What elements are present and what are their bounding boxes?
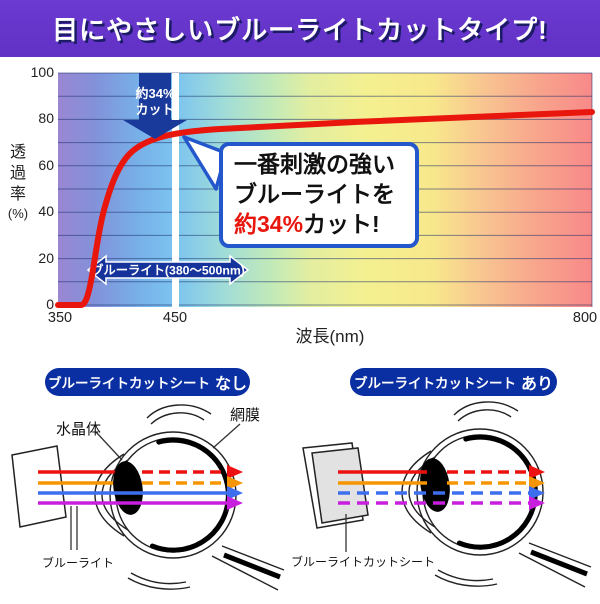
lens-shape [420,458,450,512]
bluelight-label: ブルーライト [42,555,114,570]
transmittance-chart: ブルーライト(380〜500nm) 約34% カット 一番刺激の強い ブルーライ… [0,57,600,349]
x-tick-450: 450 [162,310,188,326]
ray-arrowheads [227,465,243,510]
screen-shape [11,445,67,528]
retina-label: 網膜 [230,407,260,424]
light-rays [338,470,529,505]
y-axis-title: 透過率 (%) [5,143,31,221]
y-tick-20: 20 [38,250,54,266]
right-header-prefix: ブルーライトカットシート [353,376,516,391]
leader-lines [70,423,241,550]
retina-arc [149,437,231,553]
450nm-highlight-band [172,73,179,307]
y-axis-title-text: 透過率 [9,144,26,203]
callout-line1: 一番刺激の強い [234,151,395,177]
right-diagram-header: ブルーライトカットシート あり [350,368,557,396]
cut-arrow-line2: カット [135,102,174,117]
y-tick-80: 80 [38,110,54,126]
x-tick-800: 800 [572,310,598,326]
x-tick-350: 350 [47,310,73,326]
callout-bubble: 一番刺激の強い ブルーライトを 約34%カット! [219,142,419,248]
callout-highlight: 約34% [234,211,304,237]
cut-arrow-line1: 約34% [135,86,174,101]
light-rays [38,470,122,485]
y-tick-100: 100 [30,64,54,80]
eye-illustration [401,401,592,588]
lens-shape [113,461,143,515]
y-tick-0: 0 [46,296,54,312]
light-rays-after-lens [38,470,228,505]
y-tick-40: 40 [38,203,54,219]
cut-down-arrow: 約34% カット [123,73,187,139]
lens-label: 水晶体 [56,421,101,438]
callout-line2: ブルーライトを [234,181,395,207]
optic-nerve [530,549,588,577]
y-tick-60: 60 [38,157,54,173]
left-header-prefix: ブルーライトカットシート [47,376,210,391]
right-header-suffix: あり [520,376,553,393]
bluelight-range-label: ブルーライト(380〜500nm) [91,263,245,278]
left-diagram-header: ブルーライトカットシート なし [45,368,250,396]
eye-diagram-with-sheet: ブルーライトカットシート [291,401,592,588]
callout-line3: 約34%カット! [234,209,404,239]
transmittance-curve [55,109,595,308]
callout-line3-rest: カット! [303,211,380,237]
chart-overlay: ブルーライト(380〜500nm) 約34% カット [55,72,595,308]
eye-diagram-without-sheet: 水晶体 網膜 ブルーライト [11,404,285,591]
ray-arrowheads [529,465,545,510]
banner-title: 目にやさしいブルーライトカットタイプ! [52,15,548,45]
optic-nerve [223,552,281,580]
header-banner: 目にやさしいブルーライトカットタイプ! [0,0,600,57]
sheet-label: ブルーライトカットシート [291,554,435,569]
bluelight-cut-sheet [302,442,369,529]
bluelight-range-arrow: ブルーライト(380〜500nm) [86,254,250,286]
x-axis-title: 波長(nm) [295,327,365,346]
y-axis-unit: (%) [7,206,29,222]
left-header-suffix: なし [214,376,247,393]
